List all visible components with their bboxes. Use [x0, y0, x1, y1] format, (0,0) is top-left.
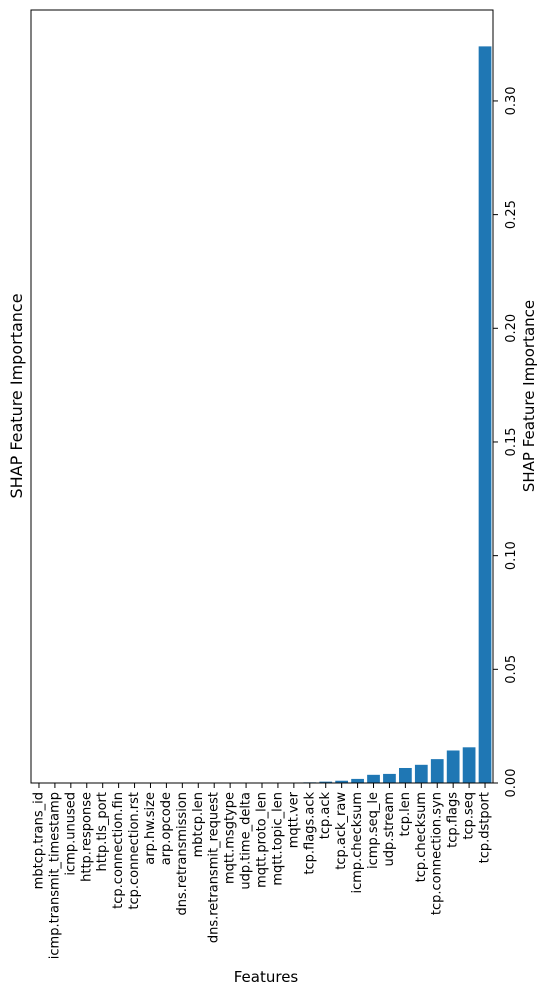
value-tick-label: 0.15	[504, 427, 519, 456]
bar-tcp-len	[399, 767, 412, 783]
value-tick-label: 0.25	[504, 200, 519, 229]
feature-tick-group: mbtcp.trans_id icmp.transmit_timestamp icm…	[31, 783, 493, 959]
feature-tick-label: http.tls_port	[95, 792, 110, 871]
plot-frame	[30, 9, 494, 784]
value-tick-label: 0.05	[504, 655, 519, 684]
bar-tcp-seq	[462, 747, 476, 783]
value-tick-label: 0.20	[504, 314, 519, 343]
value-tick-label: 0.30	[504, 86, 519, 115]
bar-tcp-ack	[319, 781, 333, 783]
feature-tick-label: tcp.flags	[446, 792, 461, 848]
chart-title: SHAP Feature Importance	[7, 293, 26, 498]
feature-tick-label: tcp.connection.syn	[430, 792, 445, 915]
feature-tick-label: tcp.connection.rst	[127, 792, 142, 910]
feature-tick-label: tcp.connection.fin	[111, 792, 126, 909]
feature-tick-label: mqtt.msgtype	[223, 792, 238, 884]
feature-tick-label: mqtt.topic_len	[270, 792, 285, 886]
feature-tick-label: icmp.unused	[63, 792, 78, 876]
value-tick-label: 0.00	[504, 769, 519, 798]
feature-tick-label: icmp.seq_le	[366, 792, 381, 869]
bar-tcp-ack-raw	[335, 780, 349, 783]
feature-tick-label: dns.retransmission	[175, 792, 190, 916]
feature-tick-label: arp.opcode	[159, 792, 174, 865]
feature-tick-label: arp.hw.size	[143, 792, 158, 865]
bar-tcp-flags	[446, 750, 460, 783]
feature-tick-label: mbtcp.trans_id	[31, 792, 46, 889]
feature-tick-label: tcp.len	[398, 792, 413, 836]
bar-udp-stream	[383, 773, 396, 783]
feature-tick-label: tcp.dstport	[478, 792, 493, 863]
bars-group	[32, 46, 492, 784]
value-tick-label: 0.10	[504, 541, 519, 570]
feature-tick-label: mqtt.proto_len	[255, 792, 270, 888]
feature-tick-label: tcp.checksum	[414, 792, 429, 882]
feature-tick-label: tcp.seq	[462, 792, 477, 840]
x-axis-title: Features	[234, 968, 299, 986]
value-tick-group: 0.00 0.05 0.10 0.15 0.20 0.25 0.30	[493, 86, 519, 797]
feature-tick-label: icmp.checksum	[350, 792, 365, 894]
feature-tick-label: tcp.ack_raw	[334, 792, 349, 870]
feature-tick-label: mbtcp.len	[191, 792, 206, 857]
feature-tick-label: icmp.transmit_timestamp	[47, 792, 62, 959]
feature-tick-label: mqtt.ver	[286, 791, 301, 848]
feature-tick-label: udp.time_delta	[239, 792, 254, 890]
bar-tcp-connection-syn	[430, 759, 444, 783]
feature-tick-label: tcp.ack	[318, 792, 333, 840]
bar-tcp-dstport	[478, 46, 492, 783]
bar-icmp-seq-le	[367, 774, 380, 783]
feature-tick-label: http.response	[79, 792, 94, 882]
feature-tick-label: dns.retransmit_request	[207, 792, 222, 943]
feature-tick-label: udp.stream	[382, 792, 397, 866]
bar-icmp-checksum	[351, 778, 364, 783]
y-axis-title: SHAP Feature Importance	[520, 300, 538, 492]
feature-tick-label: tcp.flags.ack	[302, 792, 317, 875]
bar-tcp-checksum	[414, 764, 428, 783]
